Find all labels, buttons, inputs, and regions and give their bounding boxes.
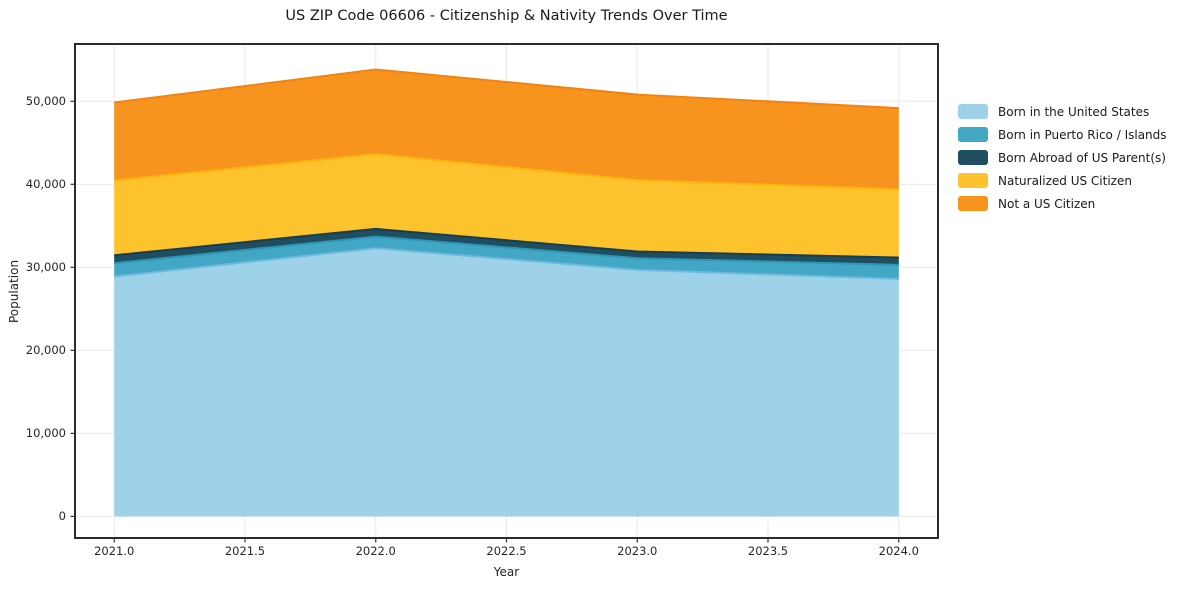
x-tick-label: 2023.0 xyxy=(617,544,658,558)
legend-item: Born in the United States xyxy=(958,104,1167,119)
legend-swatch xyxy=(958,173,988,188)
x-tick-label: 2023.5 xyxy=(747,544,789,558)
chart-title: US ZIP Code 06606 - Citizenship & Nativi… xyxy=(285,8,728,24)
legend-swatch xyxy=(958,104,988,119)
legend-item: Naturalized US Citizen xyxy=(958,173,1167,188)
y-tick-label: 10,000 xyxy=(25,426,66,441)
legend-label: Born Abroad of US Parent(s) xyxy=(998,150,1166,165)
legend-swatch xyxy=(958,127,988,142)
legend-label: Not a US Citizen xyxy=(998,196,1096,211)
legend-item: Born Abroad of US Parent(s) xyxy=(958,150,1167,165)
area-band xyxy=(114,69,899,190)
legend-item: Not a US Citizen xyxy=(958,196,1167,211)
area-band xyxy=(114,248,899,517)
area-top-edge xyxy=(114,68,899,110)
area-top-edge xyxy=(114,227,899,259)
x-tick-label: 2022.0 xyxy=(355,544,396,558)
area-chart-svg xyxy=(70,43,939,543)
legend-label: Born in Puerto Rico / Islands xyxy=(998,127,1167,142)
y-tick-label: 50,000 xyxy=(25,94,66,109)
area-top-edge xyxy=(114,235,899,266)
area-band xyxy=(114,154,899,258)
legend-label: Naturalized US Citizen xyxy=(998,173,1132,188)
legend: Born in the United States Born in Puerto … xyxy=(958,104,1167,219)
legend-item: Born in Puerto Rico / Islands xyxy=(958,127,1167,142)
area-band xyxy=(114,236,899,279)
y-axis-label: Population xyxy=(7,259,21,323)
x-axis-label: Year xyxy=(493,565,520,579)
legend-label: Born in the United States xyxy=(998,104,1150,119)
x-tick-label: 2024.0 xyxy=(878,544,919,558)
x-tick-label: 2022.5 xyxy=(486,544,527,558)
area-top-edge xyxy=(114,247,899,280)
x-tick-label: 2021.0 xyxy=(94,544,135,558)
y-tick-label: 20,000 xyxy=(25,343,66,358)
x-tick-label: 2021.5 xyxy=(224,544,266,558)
plot-area xyxy=(70,43,939,543)
legend-swatch xyxy=(958,150,988,165)
y-tick-label: 30,000 xyxy=(25,260,66,275)
y-tick-label: 0 xyxy=(58,509,66,524)
area-top-edge xyxy=(114,153,899,191)
legend-swatch xyxy=(958,196,988,211)
y-tick-label: 40,000 xyxy=(25,177,66,192)
